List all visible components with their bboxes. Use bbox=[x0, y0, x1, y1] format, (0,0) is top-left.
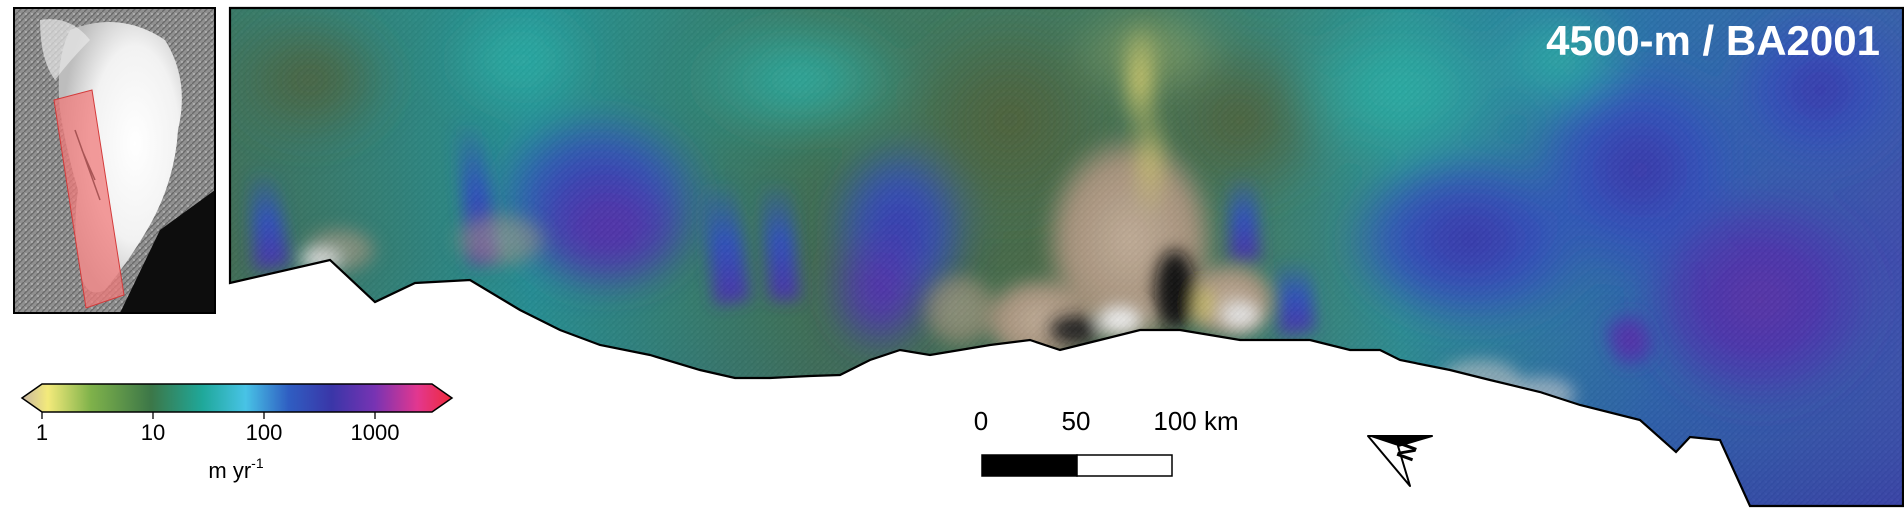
scalebar-black-segment bbox=[981, 454, 1078, 477]
scalebar-white-segment bbox=[1076, 454, 1173, 477]
coastline-outline bbox=[228, 6, 1904, 508]
scalebar-label-0: 0 bbox=[974, 406, 988, 436]
colorbar-tick-10: 10 bbox=[141, 420, 165, 445]
colorbar-tick-1000: 1000 bbox=[351, 420, 400, 445]
study-area-highlight bbox=[53, 89, 125, 309]
colorbar-unit-label: m yr-1 bbox=[208, 455, 263, 483]
colorbar-unit-base: m yr bbox=[208, 458, 251, 483]
scale-bar: 0 50 100 km bbox=[974, 406, 1239, 477]
velocity-colorbar: 1 10 100 1000 m yr-1 bbox=[20, 383, 454, 483]
colorbar-tick-1: 1 bbox=[36, 420, 48, 445]
colorbar-tick-marks bbox=[41, 412, 376, 419]
colorbar-unit-exponent: -1 bbox=[251, 455, 264, 471]
colorbar-tick-100: 100 bbox=[246, 420, 283, 445]
scalebar-label-100km: 100 km bbox=[1153, 406, 1238, 436]
north-arrow: N bbox=[1367, 435, 1433, 487]
colorbar-ramp bbox=[20, 383, 454, 413]
scalebar-label-50: 50 bbox=[1062, 406, 1091, 436]
overview-inset-map bbox=[13, 7, 216, 314]
map-title: 4500-m / BA2001 bbox=[1546, 17, 1880, 64]
